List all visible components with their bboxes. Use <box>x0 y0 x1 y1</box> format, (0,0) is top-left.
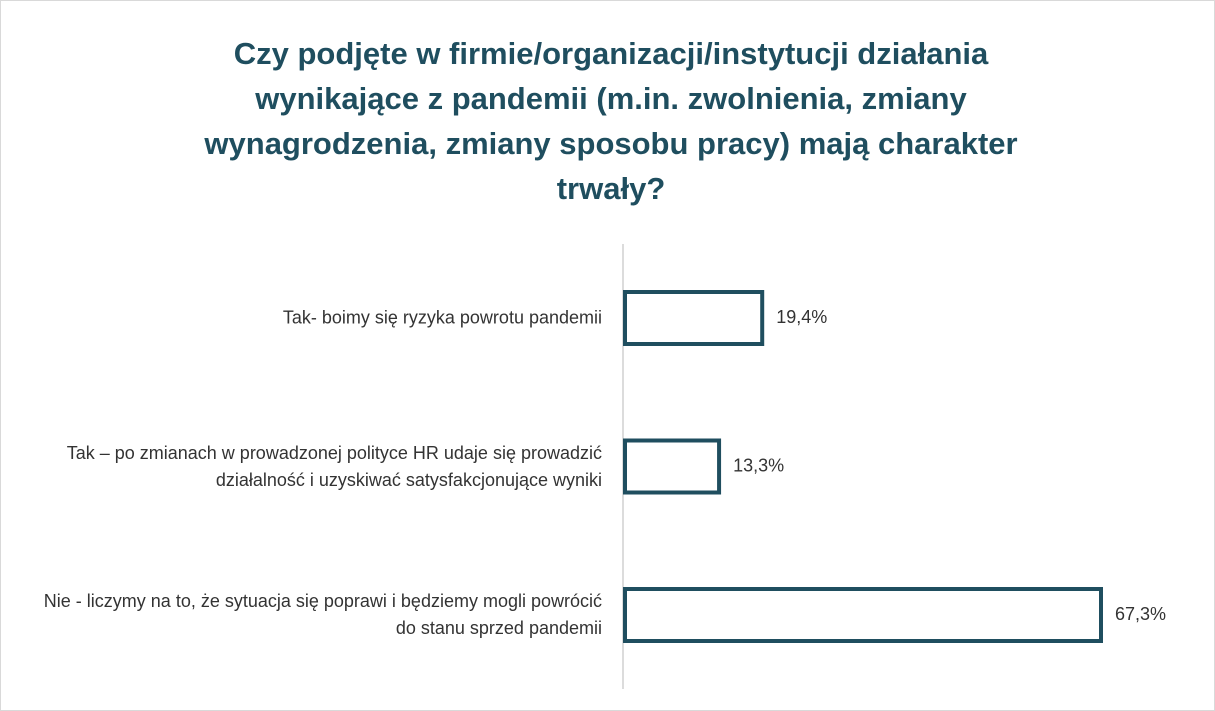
bar <box>623 438 722 495</box>
category-label: Nie - liczymy na to, że sytuacja się pop… <box>43 591 602 638</box>
category-label: Tak – po zmianach w prowadzonej polityce… <box>66 442 602 490</box>
value-label: 19,4% <box>776 307 827 327</box>
bar <box>623 290 765 346</box>
category-label: Tak- boimy się ryzyka powrotu pandemii <box>282 307 602 328</box>
chart-title: Czy podjęte w firmie/organizacji/instytu… <box>204 36 1018 206</box>
value-label: 13,3% <box>733 455 784 475</box>
bar <box>623 587 1103 643</box>
value-label: 67,3% <box>1115 604 1166 624</box>
